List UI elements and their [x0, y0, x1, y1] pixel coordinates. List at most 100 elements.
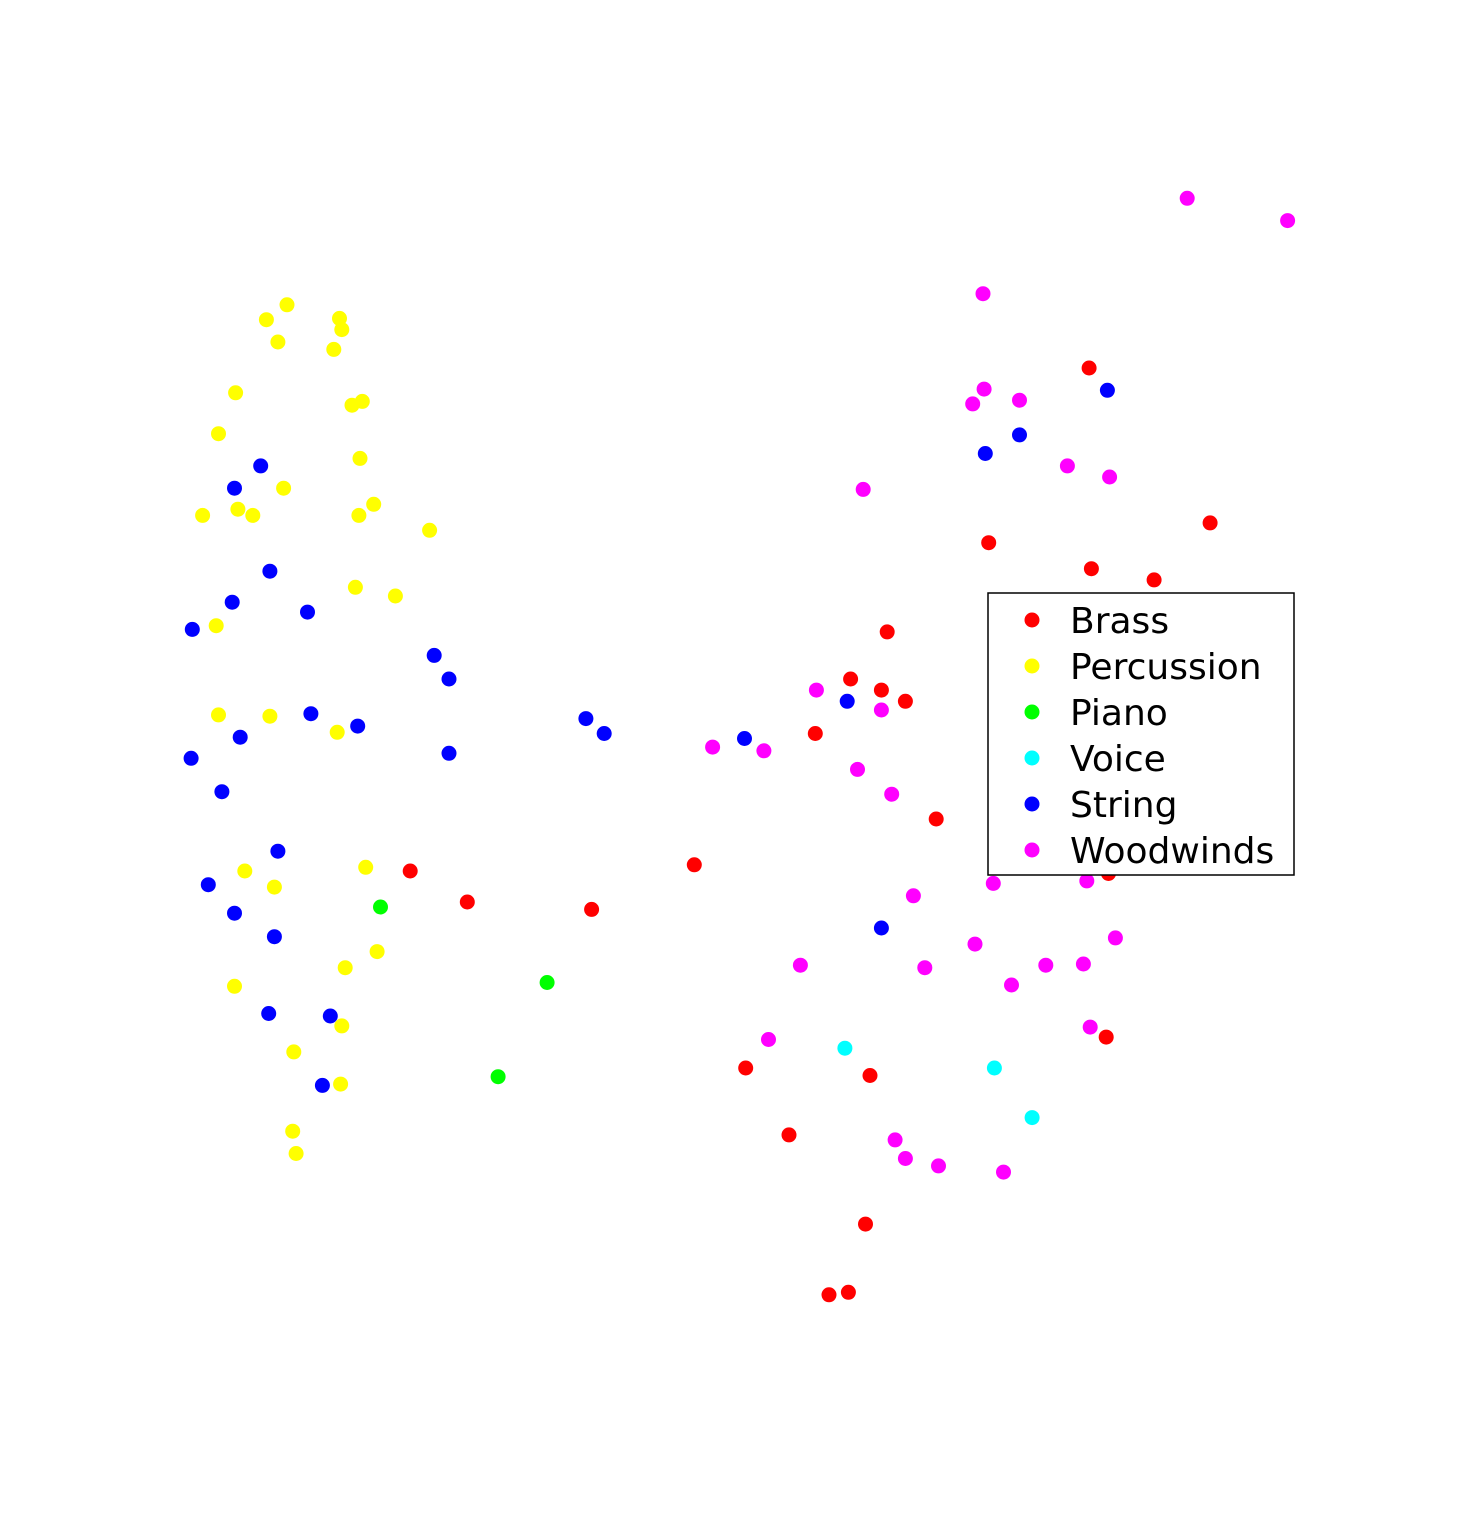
point-string-15 — [596, 726, 612, 741]
point-percussion-27 — [369, 944, 385, 960]
point-brass-14 — [584, 901, 600, 917]
point-string-25 — [873, 920, 889, 936]
point-string-20 — [214, 784, 230, 800]
legend-marker-voice — [1024, 750, 1040, 766]
legend-marker-string — [1024, 796, 1040, 812]
point-woodwinds-3 — [976, 381, 992, 397]
point-piano-2 — [490, 1069, 506, 1085]
point-string-22 — [200, 877, 216, 893]
point-percussion-6 — [228, 385, 244, 401]
point-brass-12 — [402, 863, 418, 879]
point-woodwinds-28 — [887, 1132, 903, 1148]
point-woodwinds-23 — [1038, 957, 1054, 973]
point-woodwinds-2 — [975, 286, 991, 302]
point-woodwinds-5 — [1012, 392, 1027, 408]
legend-box — [987, 592, 1295, 876]
point-woodwinds-20 — [1107, 930, 1123, 946]
point-string-0 — [1099, 382, 1115, 398]
legend-label-voice: Voice — [1070, 739, 1166, 780]
legend-label-brass: Brass — [1070, 601, 1169, 642]
point-brass-9 — [807, 726, 823, 741]
point-woodwinds-19 — [967, 936, 983, 952]
point-string-23 — [227, 905, 242, 921]
point-brass-21 — [840, 1284, 856, 1300]
points-layer — [183, 190, 1296, 1303]
point-woodwinds-29 — [897, 1151, 913, 1166]
legend: Brass Percussion Piano Voice String Woodwinds — [987, 592, 1295, 876]
point-brass-13 — [459, 894, 475, 910]
point-percussion-21 — [211, 707, 226, 723]
point-string-27 — [322, 1008, 338, 1024]
point-woodwinds-18 — [1079, 873, 1095, 889]
point-percussion-15 — [351, 507, 367, 523]
point-string-9 — [426, 647, 442, 663]
point-woodwinds-0 — [1179, 190, 1195, 206]
point-percussion-0 — [279, 297, 295, 313]
point-string-17 — [839, 693, 855, 709]
point-percussion-23 — [329, 724, 345, 740]
point-woodwinds-25 — [1075, 956, 1091, 972]
point-string-13 — [350, 718, 366, 734]
legend-marker-brass — [1024, 612, 1040, 628]
point-percussion-17 — [422, 522, 438, 538]
point-woodwinds-9 — [808, 682, 824, 698]
point-woodwinds-22 — [917, 960, 933, 976]
point-woodwinds-8 — [855, 481, 871, 497]
point-string-5 — [262, 563, 278, 579]
point-string-16 — [737, 731, 752, 746]
legend-marker-piano — [1024, 704, 1040, 720]
point-percussion-19 — [387, 588, 403, 604]
point-percussion-4 — [326, 341, 342, 357]
point-woodwinds-7 — [1102, 469, 1118, 485]
point-piano-0 — [373, 899, 388, 915]
point-woodwinds-14 — [884, 786, 900, 802]
point-string-2 — [977, 446, 993, 461]
point-woodwinds-17 — [985, 875, 1001, 891]
point-woodwinds-27 — [761, 1032, 776, 1047]
point-percussion-12 — [230, 501, 246, 517]
point-woodwinds-1 — [1280, 213, 1296, 229]
point-string-1 — [1012, 427, 1027, 443]
point-brass-22 — [821, 1287, 837, 1303]
point-string-14 — [578, 711, 594, 727]
point-brass-5 — [879, 624, 895, 640]
point-string-19 — [441, 745, 457, 761]
point-percussion-33 — [285, 1123, 301, 1139]
point-voice-1 — [986, 1060, 1002, 1076]
legend-label-piano: Piano — [1070, 693, 1168, 734]
point-percussion-20 — [208, 618, 224, 634]
point-string-12 — [232, 729, 248, 745]
point-woodwinds-4 — [965, 396, 981, 412]
point-percussion-10 — [352, 450, 368, 466]
point-percussion-28 — [337, 960, 353, 976]
point-woodwinds-26 — [1082, 1019, 1098, 1035]
point-string-24 — [266, 929, 282, 945]
point-brass-2 — [1202, 515, 1218, 531]
point-string-4 — [227, 480, 242, 496]
point-woodwinds-31 — [996, 1164, 1011, 1180]
point-string-7 — [300, 604, 315, 620]
point-percussion-8 — [354, 393, 370, 409]
point-percussion-2 — [332, 310, 347, 326]
point-percussion-5 — [334, 322, 350, 338]
point-string-3 — [253, 458, 269, 474]
point-percussion-18 — [347, 579, 363, 595]
point-percussion-32 — [333, 1076, 349, 1092]
point-percussion-29 — [227, 978, 242, 994]
legend-label-percussion: Percussion — [1070, 647, 1262, 688]
point-percussion-31 — [286, 1044, 302, 1060]
point-string-26 — [261, 1006, 277, 1021]
point-woodwinds-6 — [1059, 458, 1075, 474]
point-piano-1 — [539, 975, 555, 990]
point-brass-16 — [738, 1060, 754, 1076]
point-percussion-9 — [211, 426, 226, 442]
point-percussion-22 — [262, 708, 278, 724]
point-string-8 — [184, 621, 200, 637]
point-percussion-26 — [266, 879, 282, 895]
point-percussion-14 — [245, 507, 261, 523]
point-brass-19 — [858, 1216, 873, 1232]
point-brass-0 — [1081, 360, 1097, 376]
legend-label-string: String — [1070, 785, 1177, 826]
point-percussion-3 — [270, 334, 286, 350]
point-string-21 — [270, 843, 286, 859]
